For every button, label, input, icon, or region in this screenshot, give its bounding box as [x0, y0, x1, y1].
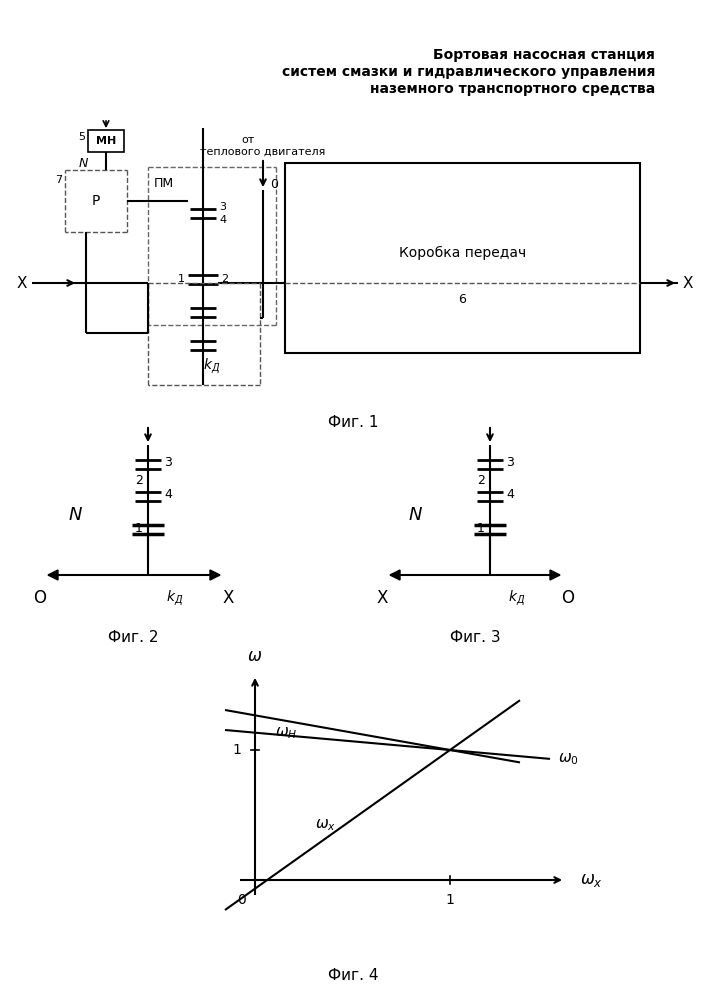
Text: Р: Р [92, 194, 100, 208]
Text: X: X [683, 275, 694, 290]
Bar [88, 130, 124, 152]
Text: 4: 4 [219, 215, 226, 225]
Text: $k_Д$: $k_Д$ [508, 589, 525, 609]
Text: 2: 2 [477, 474, 485, 487]
Text: Коробка передач: Коробка передач [399, 246, 526, 260]
Text: 7: 7 [55, 175, 62, 185]
Bar [285, 163, 640, 353]
Text: 1: 1 [135, 522, 143, 536]
Text: 1: 1 [178, 274, 185, 284]
Text: $\omega$: $\omega$ [247, 647, 262, 665]
Text: ПМ: ПМ [154, 177, 174, 190]
Text: Фиг. 3: Фиг. 3 [450, 630, 501, 645]
Text: $\omega_x$: $\omega_x$ [315, 817, 336, 833]
Text: от: от [241, 135, 255, 145]
Text: систем смазки и гидравлического управления: систем смазки и гидравлического управлен… [281, 65, 655, 79]
Text: 0: 0 [237, 893, 245, 907]
Polygon shape [550, 570, 560, 580]
Text: $k_Д$: $k_Д$ [166, 589, 183, 609]
Text: наземного транспортного средства: наземного транспортного средства [370, 82, 655, 96]
Text: Фиг. 4: Фиг. 4 [328, 968, 378, 983]
Text: 1: 1 [445, 893, 455, 907]
Text: Бортовая насосная станция: Бортовая насосная станция [433, 48, 655, 62]
Polygon shape [390, 570, 400, 580]
Text: 2: 2 [221, 274, 228, 284]
Text: 3: 3 [164, 456, 172, 468]
Text: теплового двигателя: теплового двигателя [200, 147, 325, 157]
Text: O: O [33, 589, 47, 607]
Text: $\omega_H$: $\omega_H$ [275, 725, 298, 741]
Text: 2: 2 [135, 474, 143, 487]
Text: $\omega_0$: $\omega_0$ [558, 751, 579, 767]
Text: $k_Д$: $k_Д$ [204, 357, 221, 377]
Text: N: N [69, 506, 82, 524]
Text: 1: 1 [477, 522, 485, 536]
Text: 1: 1 [232, 743, 241, 757]
Polygon shape [48, 570, 58, 580]
Text: N: N [408, 506, 422, 524]
Text: 0: 0 [270, 178, 278, 192]
Text: X: X [376, 589, 387, 607]
Text: 3: 3 [506, 456, 514, 468]
Text: 4: 4 [506, 488, 514, 500]
Polygon shape [210, 570, 220, 580]
Text: 3: 3 [219, 202, 226, 212]
Text: $\omega_x$: $\omega_x$ [580, 871, 603, 889]
Text: МН: МН [96, 136, 116, 146]
Text: 6: 6 [459, 293, 467, 306]
Text: 5: 5 [78, 132, 85, 142]
Text: X: X [17, 275, 28, 290]
Text: Фиг. 1: Фиг. 1 [328, 415, 378, 430]
Text: Фиг. 2: Фиг. 2 [107, 630, 158, 645]
Text: N: N [78, 157, 88, 170]
Text: X: X [222, 589, 234, 607]
Text: O: O [561, 589, 575, 607]
Text: 4: 4 [164, 488, 172, 500]
